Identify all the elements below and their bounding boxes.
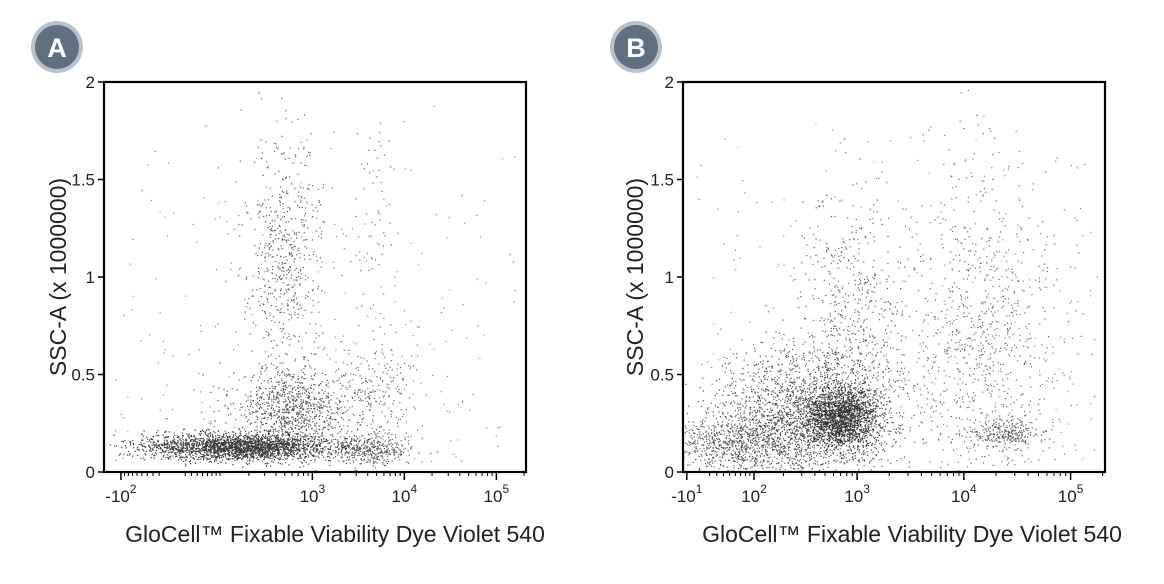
panel-b-population-6-points [683, 396, 851, 472]
panel-a-population-3-points [217, 92, 343, 413]
panel-b-population-1-points [780, 362, 903, 471]
panel-b-population-3 [789, 138, 924, 457]
panel-a-population-6 [345, 122, 399, 355]
panel-a-x-minor-ticks [123, 472, 525, 476]
panel-b-sparse-events [693, 122, 1096, 463]
panel-b-population-6 [683, 396, 851, 472]
panel-a-y-tick-label-0: 0 [86, 463, 95, 482]
panel-a-population-3 [217, 92, 343, 413]
panel-b-frame [681, 80, 1107, 474]
panel-b-x-axis-title: GloCell™ Fixable Viability Dye Violet 54… [702, 521, 1122, 547]
panel-b-y-axis: 0 0.5 1 1.5 2 [650, 73, 683, 482]
panel-a-x-axis-title: GloCell™ Fixable Viability Dye Violet 54… [125, 521, 545, 547]
panel-b-y-tick-label-3: 1.5 [650, 171, 674, 190]
panel-a-plot-area [109, 92, 516, 472]
panel-b-y-axis-title: SSC-A (x 1000000) [622, 178, 648, 376]
panel-a-x-axis: -102 103 104 105 [105, 472, 525, 506]
panel-a-population-4 [302, 426, 438, 472]
panel-b-x-tick-label-2: 103 [844, 482, 870, 506]
panel-a-population-5-points [314, 320, 427, 452]
panel-b-y-tick-label-0: 0 [665, 463, 674, 482]
panel-b-y-tick-label-2: 1 [665, 268, 674, 287]
panel-a-population-2-points [193, 340, 383, 468]
panel-b-y-tick-label-1: 0.5 [650, 366, 674, 385]
panel-b-badge: B [610, 21, 662, 73]
panel-b-population-2 [683, 304, 960, 472]
panel-b-population-2-points [683, 304, 960, 472]
panel-b-x-tick-label-0: -101 [671, 482, 703, 506]
panel-b-population-3-points [789, 138, 924, 457]
panel-b-x-minor-ticks [709, 472, 1104, 476]
panel-b-y-tick-label-4: 2 [665, 73, 674, 92]
panel-b-plot-area [683, 89, 1099, 472]
panel-a-population-1-points [109, 418, 408, 472]
panel-b-label: B [626, 33, 646, 63]
panel-a-x-tick-label-1: 103 [300, 482, 326, 506]
panel-b-sparse-events-points [693, 122, 1096, 463]
panel-a-label: A [47, 33, 67, 63]
panel-a-sparse-events-points [115, 106, 516, 464]
panel-b-population-1 [780, 362, 903, 471]
panel-a-y-tick-label-2: 1 [86, 268, 95, 287]
panel-a-population-2 [193, 340, 383, 468]
panel-a: A 0 0.5 1 1.5 2 -102 103 104 105 GloCell™ Fixab… [31, 21, 545, 547]
panel-a-x-tick-label-0: -102 [105, 482, 137, 506]
panel-a-frame [102, 80, 528, 474]
panel-a-y-tick-label-1: 0.5 [71, 366, 95, 385]
panel-a-y-axis: 0 0.5 1 1.5 2 [71, 73, 104, 482]
panel-a-y-tick-label-4: 2 [86, 73, 95, 92]
panel-a-badge: A [31, 21, 83, 73]
panel-a-x-tick-label-2: 104 [392, 482, 418, 506]
panel-a-y-tick-label-3: 1.5 [71, 171, 95, 190]
panel-a-sparse-events [115, 106, 516, 464]
panel-a-population-5 [314, 320, 427, 452]
panel-a-population-4-points [302, 426, 438, 472]
panel-a-population-6-points [345, 122, 399, 355]
panel-b-x-tick-label-1: 102 [741, 482, 767, 506]
panel-a-x-tick-label-3: 105 [484, 482, 510, 506]
panel-a-population-1 [109, 418, 408, 472]
panel-b-x-tick-label-3: 104 [951, 482, 977, 506]
panel-b-x-tick-label-4: 105 [1058, 482, 1084, 506]
panel-a-y-axis-title: SSC-A (x 1000000) [45, 178, 71, 376]
panel-b: B 0 0.5 1 1.5 2 -101 102 103 104 105 GloCell™ Fi… [610, 21, 1122, 547]
panel-b-x-axis: -101 102 103 104 105 [671, 472, 1104, 506]
